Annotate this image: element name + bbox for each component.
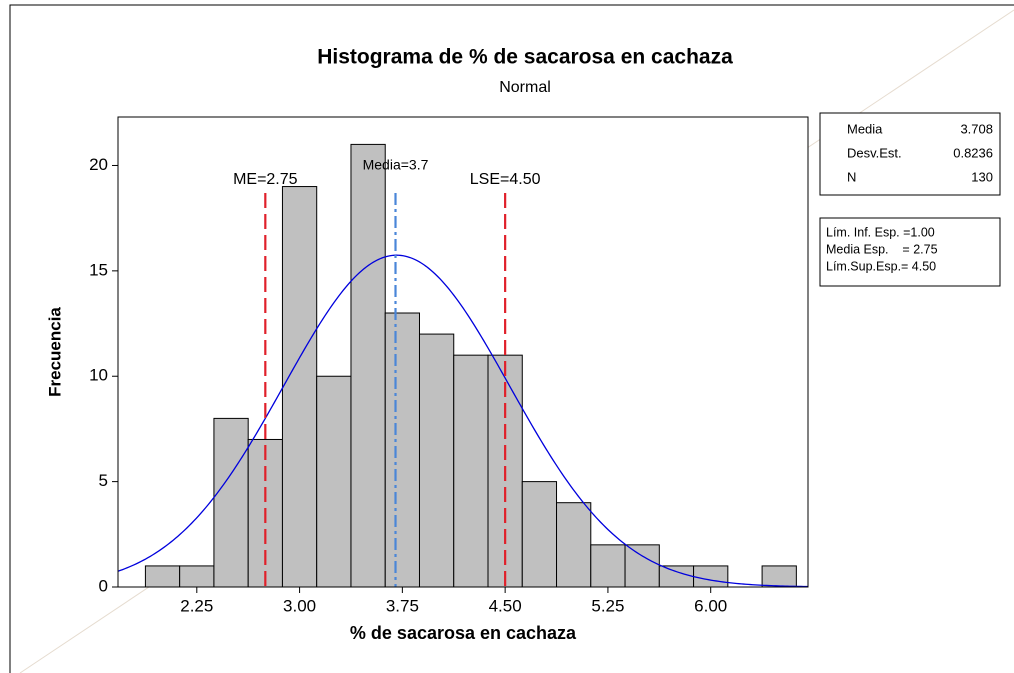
bar xyxy=(418,333,455,588)
bar xyxy=(316,375,352,588)
plot-frame xyxy=(117,116,809,588)
bar xyxy=(281,186,318,588)
chart-title: Histograma de % de sacarosa en cachaza xyxy=(317,46,733,69)
stat-name: N xyxy=(847,169,856,184)
spec-box xyxy=(819,217,1001,287)
stat-value: 0.8236 xyxy=(953,145,993,160)
bar xyxy=(384,312,420,588)
y-axis-label: Frecuencia xyxy=(45,307,64,397)
bar xyxy=(213,417,249,588)
bar xyxy=(693,565,729,588)
bar xyxy=(624,544,660,588)
y-tick-label: 5 xyxy=(99,471,108,490)
chart-subtitle: Normal xyxy=(499,79,551,96)
reference-label: LSE=4.50 xyxy=(470,171,541,188)
spec-line: Lím.Sup.Esp.= 4.50 xyxy=(826,259,936,273)
spec-line: Media Esp. = 2.75 xyxy=(826,242,938,256)
stat-value: 3.708 xyxy=(960,121,993,136)
y-tick-label: 15 xyxy=(89,260,108,279)
x-tick-label: 5.25 xyxy=(591,596,624,615)
spec-line: Lím. Inf. Esp. =1.00 xyxy=(826,225,935,239)
x-tick-label: 3.00 xyxy=(283,596,316,615)
bar xyxy=(144,565,181,588)
bar xyxy=(179,565,215,588)
stat-name: Desv.Est. xyxy=(847,145,902,160)
frame xyxy=(9,4,1014,673)
bar xyxy=(453,354,489,588)
reference-label: ME=2.75 xyxy=(233,171,298,188)
y-tick-label: 20 xyxy=(89,155,108,174)
stat-name: Media xyxy=(847,121,883,136)
bar xyxy=(556,502,592,588)
bar xyxy=(350,143,386,588)
x-axis-label: % de sacarosa en cachaza xyxy=(350,623,577,643)
x-tick-label: 6.00 xyxy=(694,596,727,615)
stats-box xyxy=(819,112,1001,196)
x-tick-label: 3.75 xyxy=(386,596,419,615)
bar xyxy=(658,565,695,588)
x-tick-label: 2.25 xyxy=(180,596,213,615)
normal-curve xyxy=(117,254,809,588)
y-tick-label: 0 xyxy=(99,576,108,595)
stat-value: 130 xyxy=(971,169,993,184)
bar xyxy=(590,544,626,588)
x-tick-label: 4.50 xyxy=(489,596,522,615)
y-tick-label: 10 xyxy=(89,366,108,385)
reference-label: Media=3.7 xyxy=(363,157,429,173)
bar xyxy=(761,565,797,588)
bar xyxy=(521,481,558,588)
